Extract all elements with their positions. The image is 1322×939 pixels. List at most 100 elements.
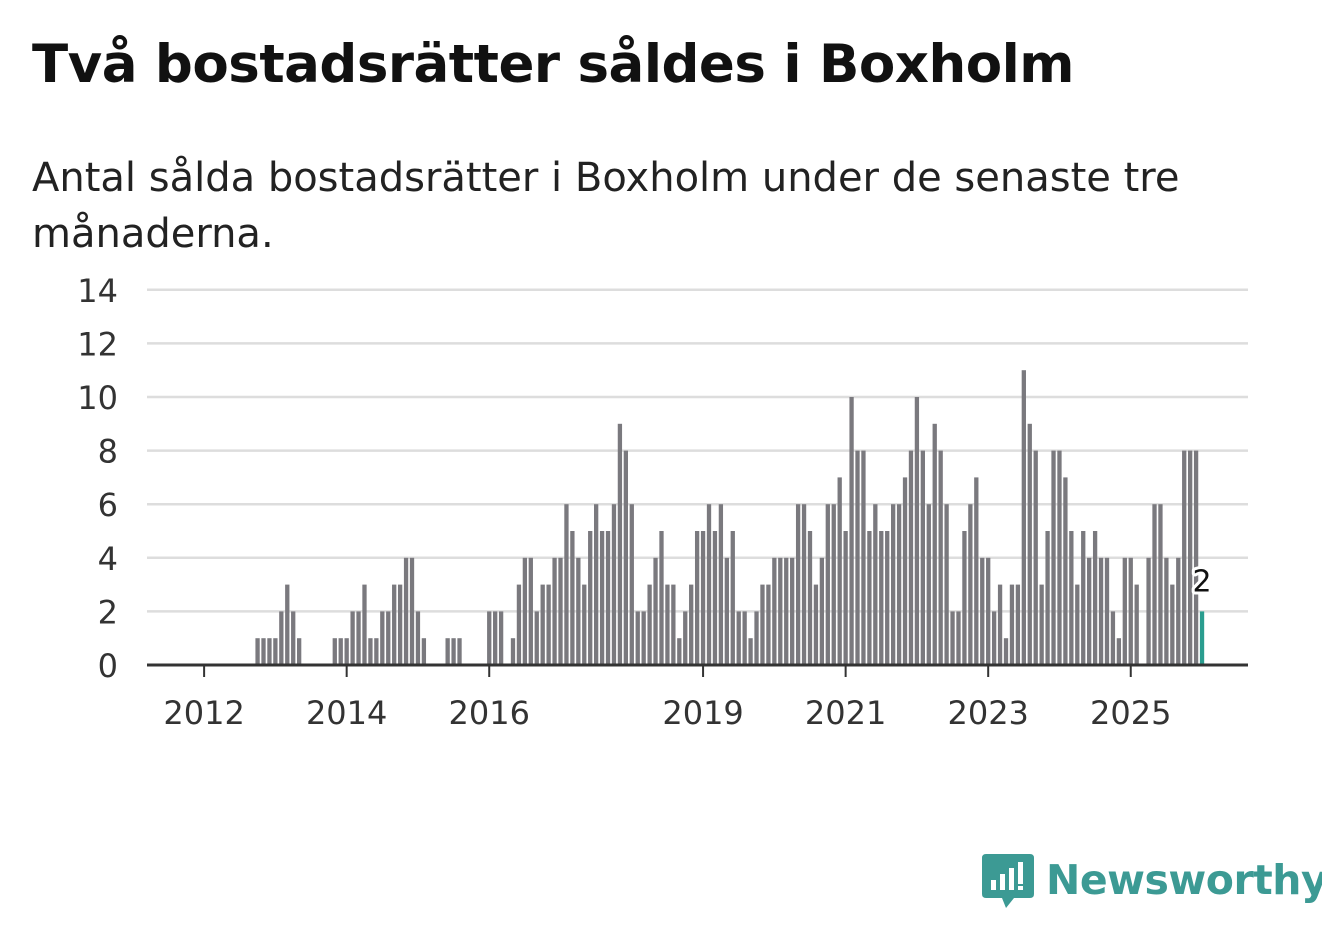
bar (772, 557, 777, 665)
y-tick-label-10: 10 (77, 379, 118, 417)
bar (647, 584, 652, 665)
bar (700, 531, 706, 665)
y-tick-label-14: 14 (77, 272, 118, 310)
gridlines (147, 288, 1248, 613)
bar-chart-speech-bubble-icon (982, 854, 1034, 908)
bar (1122, 557, 1127, 665)
bar (831, 504, 836, 665)
bar (671, 584, 676, 665)
bar (350, 611, 355, 665)
bar (1033, 450, 1038, 665)
bar (879, 531, 884, 665)
bar (1092, 531, 1098, 665)
bar (944, 504, 949, 665)
x-tick-label-2021: 2021 (805, 694, 886, 732)
bar (784, 557, 789, 665)
bar (611, 504, 617, 665)
bar (843, 531, 848, 665)
bar (374, 638, 379, 665)
bar (1021, 370, 1026, 665)
bar (1104, 557, 1110, 665)
x-tick-label-2014: 2014 (306, 694, 387, 732)
bar (908, 450, 914, 665)
chart-title: Två bostadsrätter såldes i Boxholm (32, 34, 1075, 95)
bar (932, 423, 937, 665)
bar (1003, 638, 1009, 665)
bar (617, 423, 623, 665)
bar (730, 531, 735, 665)
bar (487, 611, 492, 665)
bar (712, 531, 718, 665)
last-bar-value-label: 2 (1192, 564, 1211, 599)
bar (380, 611, 385, 665)
bar (653, 557, 658, 665)
bar (795, 504, 801, 665)
bar (1057, 450, 1062, 665)
bar (974, 477, 979, 665)
y-tick-label-6: 6 (98, 486, 118, 524)
bar (997, 584, 1003, 665)
bar (1199, 611, 1205, 665)
bar (415, 611, 421, 665)
bar (861, 450, 866, 665)
bar (677, 638, 682, 665)
bar (891, 504, 896, 665)
bar (1015, 584, 1021, 665)
bar (546, 584, 551, 665)
bar (409, 557, 415, 665)
bar (1075, 584, 1080, 665)
bar (445, 638, 450, 665)
bar (837, 477, 842, 665)
bar (528, 557, 533, 665)
bar-chart: 0 2 4 6 8 10 12 14 2012 2014 2016 2019 2021 2023 2025… (77, 272, 1248, 732)
bar (694, 531, 700, 665)
bar (968, 504, 973, 665)
bar (332, 638, 337, 665)
bar (896, 504, 902, 665)
bar (623, 450, 628, 665)
bar (819, 557, 825, 665)
bar (1176, 557, 1181, 665)
bar (594, 504, 599, 665)
bar (344, 638, 349, 665)
bar (790, 557, 795, 665)
bar (534, 611, 539, 665)
bar (582, 584, 587, 665)
bar (1128, 557, 1133, 665)
bar (362, 584, 367, 665)
bar (849, 397, 854, 665)
bar (605, 531, 611, 665)
bar (421, 638, 427, 665)
bar (926, 504, 931, 665)
bar (813, 584, 819, 665)
bar (285, 584, 290, 665)
y-tick-label-4: 4 (98, 540, 118, 578)
bar (629, 504, 634, 665)
bar (683, 611, 688, 665)
bar (962, 531, 967, 665)
bar (368, 638, 373, 665)
bar (1027, 423, 1032, 665)
bar (558, 557, 563, 665)
bar (1110, 611, 1116, 665)
bar (914, 397, 920, 665)
bar (867, 531, 872, 665)
bar (873, 504, 878, 665)
y-tick-label-2: 2 (98, 593, 118, 631)
bar (1045, 531, 1050, 665)
bar (267, 638, 272, 665)
chart-subtitle: Antal sålda bostadsrätter i Boxholm unde… (32, 155, 1180, 257)
bar (279, 611, 284, 665)
bar (689, 584, 694, 665)
bar (540, 584, 545, 665)
bar (1193, 450, 1199, 665)
bar (1069, 531, 1074, 665)
y-tick-label-8: 8 (98, 433, 118, 471)
bar (920, 450, 925, 665)
bar (885, 531, 890, 665)
newsworthy-logo: Newsworthy (980, 850, 1322, 910)
bar (801, 504, 807, 665)
bar (588, 531, 593, 665)
bar (665, 584, 670, 665)
bar (760, 584, 765, 665)
